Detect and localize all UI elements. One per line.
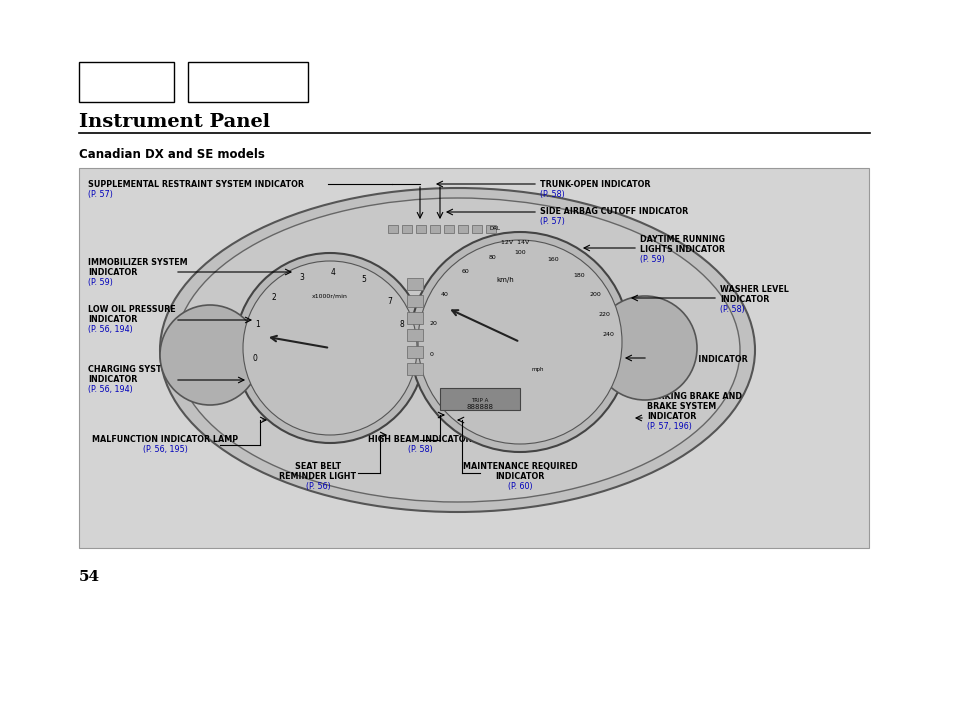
Text: km/h: km/h [496,277,514,283]
Bar [401,225,412,233]
Bar [79,62,173,102]
Text: (P. 56, 195): (P. 56, 195) [142,445,187,454]
Ellipse shape [160,188,754,512]
Text: PARKING BRAKE AND: PARKING BRAKE AND [646,392,741,401]
Circle shape [160,305,260,405]
Text: (P. 58): (P. 58) [649,365,674,374]
Text: (P. 56, 194): (P. 56, 194) [88,325,132,334]
Text: 4: 4 [330,268,335,277]
Bar [472,225,481,233]
Text: 160: 160 [547,257,558,262]
Text: 240: 240 [602,332,614,337]
Circle shape [243,261,416,435]
Bar [407,363,422,375]
Circle shape [593,296,697,400]
Text: BRAKE SYSTEM: BRAKE SYSTEM [646,402,716,411]
Bar [188,62,308,102]
Bar [407,295,422,307]
Text: TRIP A: TRIP A [471,398,488,403]
Bar [430,225,439,233]
Bar [457,225,468,233]
Text: 220: 220 [598,312,610,317]
Text: SEAT BELT: SEAT BELT [294,462,341,471]
Text: x1000r/min: x1000r/min [312,293,348,298]
Text: Canadian DX and SE models: Canadian DX and SE models [79,148,265,161]
Text: 7: 7 [387,297,392,306]
Text: (P. 58): (P. 58) [720,305,744,314]
Bar [407,278,422,290]
Circle shape [410,232,629,452]
Text: 60: 60 [461,269,469,274]
Text: 1: 1 [255,320,260,329]
Text: INDICATOR: INDICATOR [720,295,768,304]
Text: 3: 3 [299,273,304,282]
Bar [407,329,422,341]
Text: 200: 200 [589,293,600,297]
Text: (P. 57, 196): (P. 57, 196) [646,422,691,431]
Circle shape [234,253,424,443]
Text: INDICATOR: INDICATOR [88,315,137,324]
Text: (P. 59): (P. 59) [639,255,664,264]
Bar [407,312,422,324]
Text: 40: 40 [440,293,448,297]
Text: 2: 2 [271,293,275,302]
Text: LOW FUEL INDICATOR: LOW FUEL INDICATOR [649,355,747,364]
Bar [416,225,426,233]
Text: mph: mph [531,368,543,373]
Text: TRUNK-OPEN INDICATOR: TRUNK-OPEN INDICATOR [539,180,650,189]
Text: INDICATOR: INDICATOR [88,268,137,277]
Text: CHARGING SYSTEM: CHARGING SYSTEM [88,365,174,374]
Text: (P. 60): (P. 60) [507,482,532,491]
Circle shape [417,240,621,444]
Text: 12V  14V: 12V 14V [500,239,529,244]
Text: 80: 80 [488,255,496,260]
Text: (P. 57): (P. 57) [88,190,112,199]
Text: DRL: DRL [490,226,500,231]
Bar [439,388,519,410]
Text: 100: 100 [514,251,525,256]
Ellipse shape [174,198,740,502]
Text: 888888: 888888 [466,404,493,410]
Text: REMINDER LIGHT: REMINDER LIGHT [279,472,356,481]
Text: LIGHTS INDICATOR: LIGHTS INDICATOR [639,245,724,254]
Text: 20: 20 [429,321,436,326]
Text: Instrument Panel: Instrument Panel [79,113,270,131]
Text: (P. 57): (P. 57) [539,217,564,226]
Text: 5: 5 [360,275,365,284]
Text: (P. 58): (P. 58) [539,190,564,199]
Text: HIGH BEAM INDICATOR: HIGH BEAM INDICATOR [368,435,472,444]
Text: IMMOBILIZER SYSTEM: IMMOBILIZER SYSTEM [88,258,188,267]
Bar [485,225,496,233]
Text: (P. 58): (P. 58) [407,445,432,454]
Text: INDICATOR: INDICATOR [495,472,544,481]
Text: SIDE AIRBAG CUTOFF INDICATOR: SIDE AIRBAG CUTOFF INDICATOR [539,207,687,216]
Text: WASHER LEVEL: WASHER LEVEL [720,285,788,294]
Bar [79,168,868,548]
Text: INDICATOR: INDICATOR [88,375,137,384]
Bar [407,346,422,358]
Text: (P. 56): (P. 56) [305,482,330,491]
Text: 8: 8 [399,320,404,329]
Bar [388,225,397,233]
Text: (P. 59): (P. 59) [88,278,112,287]
Text: 54: 54 [79,570,100,584]
Bar [443,225,454,233]
Text: 0: 0 [252,354,257,363]
Text: 180: 180 [573,273,585,278]
Text: DAYTIME RUNNING: DAYTIME RUNNING [639,235,724,244]
Text: MAINTENANCE REQUIRED: MAINTENANCE REQUIRED [462,462,577,471]
Text: MALFUNCTION INDICATOR LAMP: MALFUNCTION INDICATOR LAMP [91,435,238,444]
Text: LOW OIL PRESSURE: LOW OIL PRESSURE [88,305,175,314]
Text: INDICATOR: INDICATOR [646,412,696,421]
Text: (P. 56, 194): (P. 56, 194) [88,385,132,394]
Text: 0: 0 [430,352,434,357]
Text: SUPPLEMENTAL RESTRAINT SYSTEM INDICATOR: SUPPLEMENTAL RESTRAINT SYSTEM INDICATOR [88,180,304,189]
